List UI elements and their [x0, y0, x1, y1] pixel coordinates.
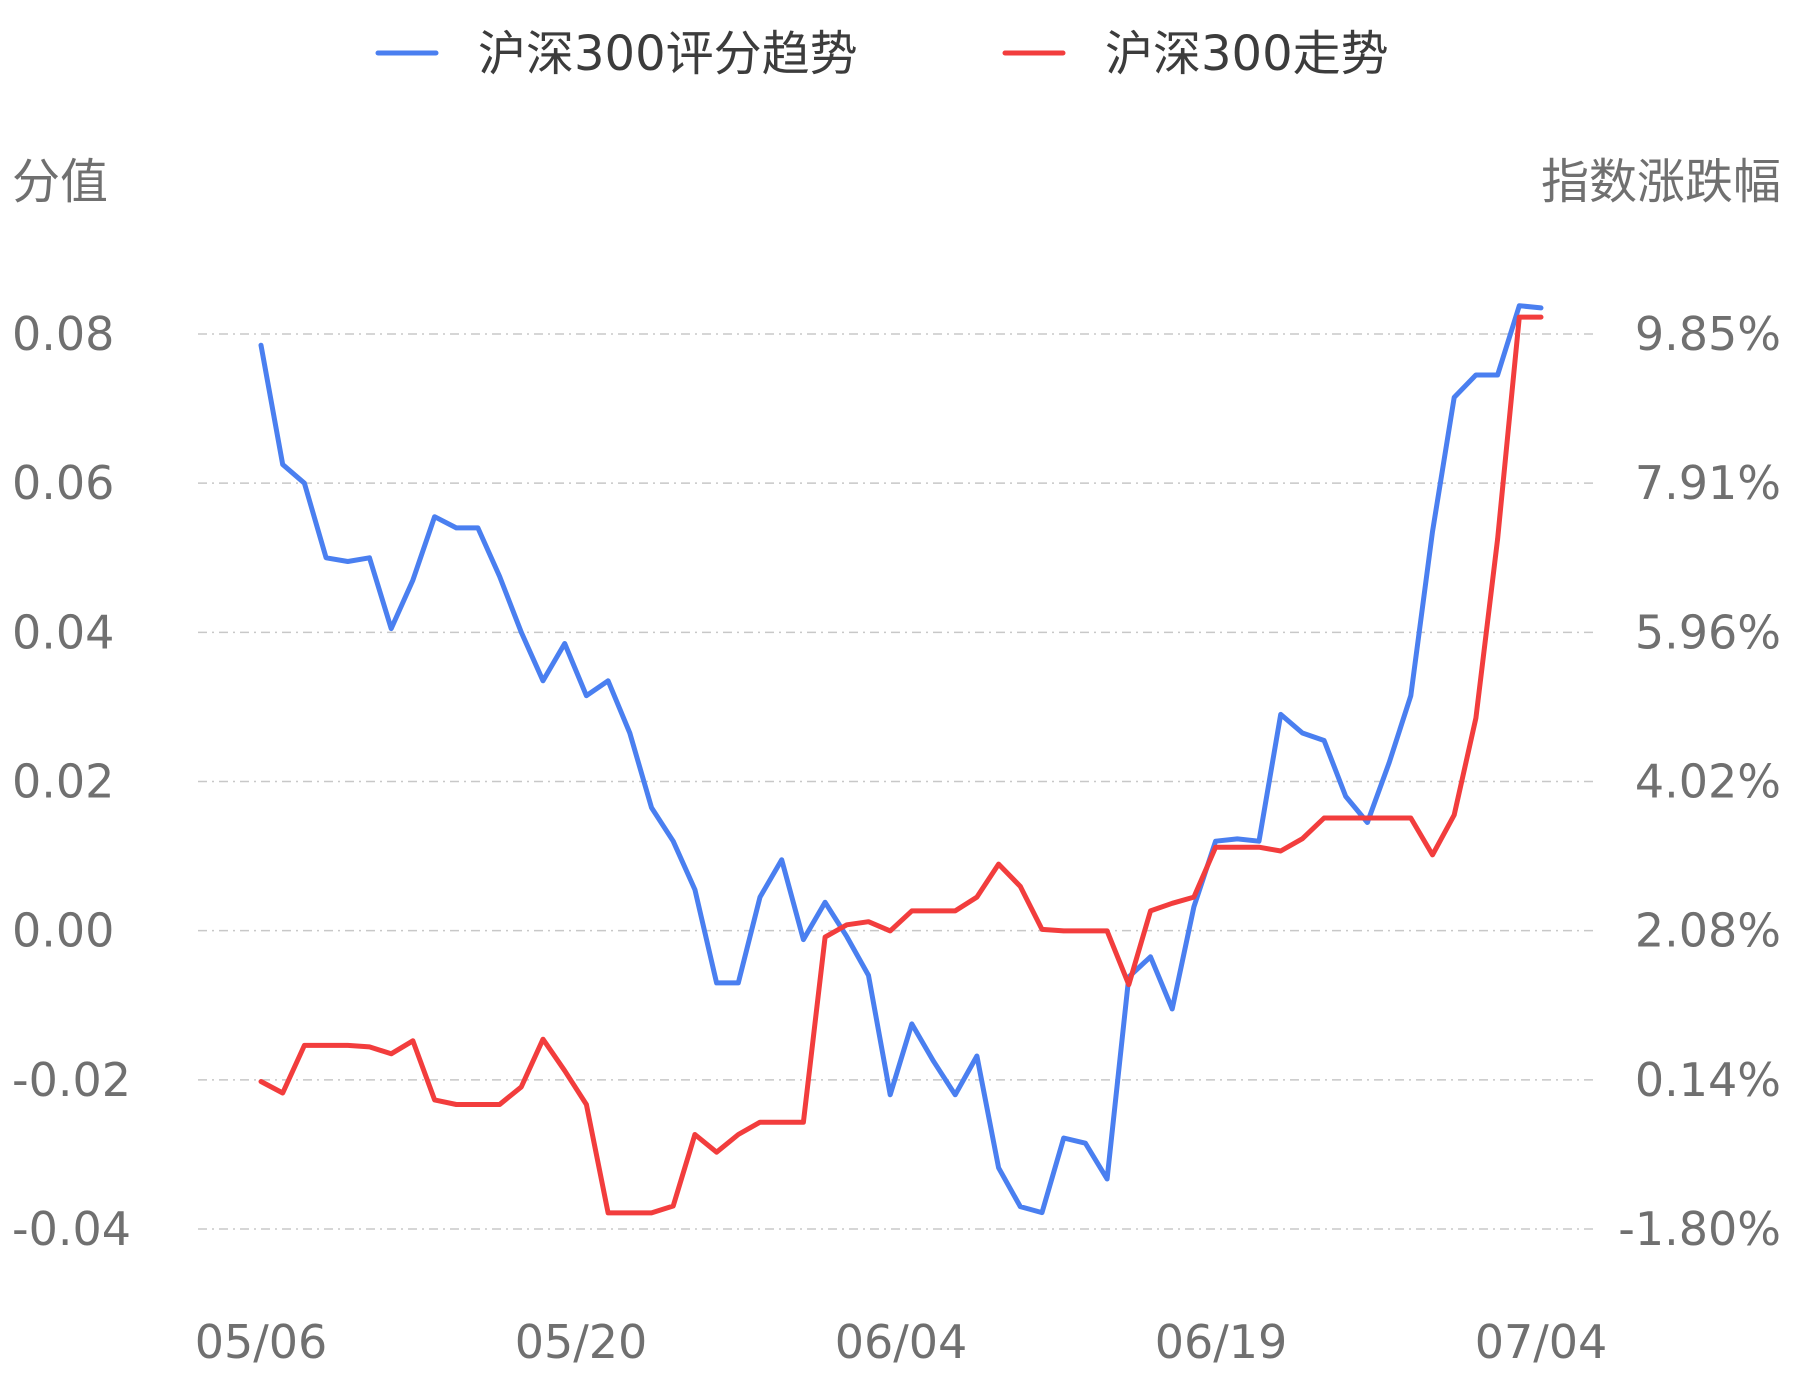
legend-label-index: 沪深300走势 [1105, 26, 1389, 82]
x-tick-label: 06/19 [1155, 1315, 1288, 1369]
y-right-tick-label: 7.91% [1635, 456, 1781, 510]
y-left-tick-label: 0.00 [12, 904, 114, 958]
x-tick-label: 06/04 [835, 1315, 968, 1369]
y-right-axis-title: 指数涨跌幅 [1541, 154, 1781, 210]
y-left-tick-label: 0.08 [12, 307, 114, 361]
legend: 沪深300评分趋势 沪深300走势 [375, 26, 1389, 82]
y-left-tick-label: 0.04 [12, 605, 114, 659]
series-lines [258, 303, 1544, 1216]
y-left-tick-label: -0.04 [12, 1202, 131, 1256]
series-line-score [258, 303, 1544, 1216]
y-right-tick-label: 4.02% [1635, 755, 1781, 809]
y-right-tick-label: -1.80% [1618, 1202, 1781, 1256]
x-tick-labels: 05/06 05/20 06/04 06/19 07/04 [195, 1315, 1608, 1369]
y-left-tick-label: 0.02 [12, 755, 114, 809]
gridlines [198, 333, 1598, 1230]
y-right-tick-label: 0.14% [1635, 1053, 1781, 1107]
y-left-axis-title: 分值 [12, 154, 108, 210]
y-right-tick-label: 9.85% [1635, 307, 1781, 361]
y-left-tick-label: -0.02 [12, 1053, 131, 1107]
y-right-tick-label: 2.08% [1635, 904, 1781, 958]
y-right-tick-labels: 9.85% 7.91% 5.96% 4.02% 2.08% 0.14% -1.80% [1618, 307, 1781, 1256]
y-right-tick-label: 5.96% [1635, 605, 1781, 659]
x-tick-label: 07/04 [1475, 1315, 1608, 1369]
y-left-tick-labels: 0.08 0.06 0.04 0.02 0.00 -0.02 -0.04 [12, 307, 131, 1256]
legend-label-score: 沪深300评分趋势 [478, 26, 858, 82]
x-tick-label: 05/06 [195, 1315, 328, 1369]
y-left-tick-label: 0.06 [12, 456, 114, 510]
x-tick-label: 05/20 [515, 1315, 648, 1369]
series-line-index [258, 314, 1544, 1216]
